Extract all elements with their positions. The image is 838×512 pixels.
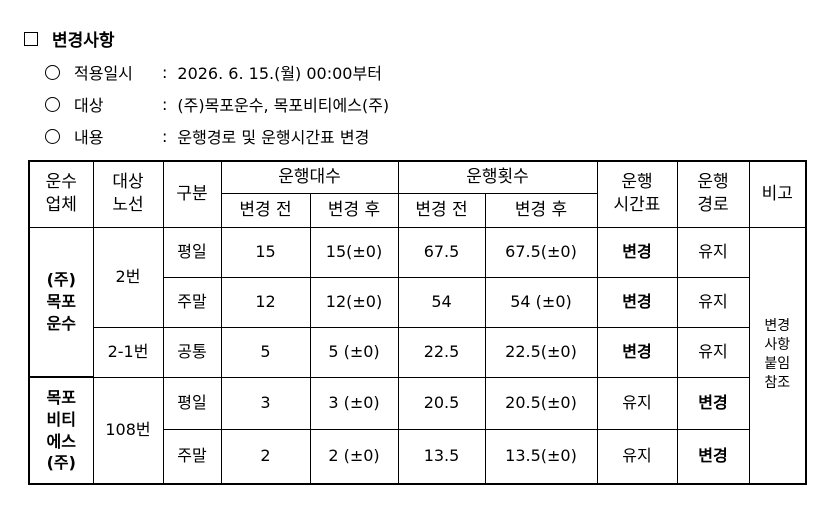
cell: 20.5(±0) [484,376,598,430]
cell: 15 [220,226,311,278]
item-value: (주)목포운수, 목포비티에스(주) [177,96,390,115]
subheader-cell: 변경 후 [309,192,399,228]
cell: 2 (±0) [309,428,399,485]
cell: 54 (±0) [484,276,598,328]
type-cell: 평일 [162,376,222,430]
company-cell: 목포 비티 에스 (주) [28,376,94,485]
title-text: 변경사항 [52,31,115,51]
cell: 5 [220,326,311,378]
cell: 22.5 [397,326,486,378]
item-label: 내용 [74,128,104,147]
cell: 유지 [676,326,750,378]
note-cell: 변경 사항 붙임 참조 [748,226,807,485]
cell: 변경 [596,276,678,328]
circle-bullet [45,96,60,112]
type-cell: 주말 [162,428,222,485]
item-value: 2026. 6. 15.(월) 00:00부터 [177,64,382,83]
item-label: 대상 [74,96,104,115]
header-cell: 비고 [748,160,807,228]
cell: 3 (±0) [309,376,399,430]
cell: 67.5(±0) [484,226,598,278]
type-cell: 공통 [162,326,222,378]
cell: 2 [220,428,311,485]
header-cell: 운행대수 [220,160,399,194]
subheader-cell: 변경 전 [220,192,311,228]
company-cell: (주) 목포 운수 [28,226,94,378]
header-cell: 운행 경로 [676,160,750,228]
cell: 유지 [676,276,750,328]
header-cell: 운수 업체 [28,160,94,228]
section-title: 변경사항 [24,26,115,51]
change-table: 운수 업체 대상 노선 구분 운행대수 운행횟수 운행 시간표 운행 경로 비고… [28,160,807,485]
cell: 변경 [676,376,750,430]
cell: 유지 [596,376,678,430]
item: 내용: 운행경로 및 운행시간표 변경 [45,124,369,148]
cell: 유지 [596,428,678,485]
cell: 15(±0) [309,226,399,278]
type-cell: 주말 [162,276,222,328]
item-separator: : [162,62,168,82]
cell: 20.5 [397,376,486,430]
circle-bullet [45,128,60,144]
route-cell: 2-1번 [92,326,164,378]
circle-bullet [45,64,60,80]
item: 대상: (주)목포운수, 목포비티에스(주) [45,92,389,116]
cell: 변경 [596,326,678,378]
cell: 13.5(±0) [484,428,598,485]
cell: 유지 [676,226,750,278]
subheader-cell: 변경 전 [397,192,486,228]
cell: 12(±0) [309,276,399,328]
header-cell: 구분 [162,160,222,228]
square-bullet [24,31,38,46]
route-cell: 2번 [92,226,164,328]
route-cell: 108번 [92,376,164,485]
type-cell: 평일 [162,226,222,278]
cell: 67.5 [397,226,486,278]
cell: 3 [220,376,311,430]
cell: 5 (±0) [309,326,399,378]
header-cell: 운행횟수 [397,160,598,194]
header-cell: 운행 시간표 [596,160,678,228]
subheader-cell: 변경 후 [484,192,598,228]
cell: 변경 [596,226,678,278]
header-cell: 대상 노선 [92,160,164,228]
item-label: 적용일시 [74,64,133,83]
cell: 54 [397,276,486,328]
item-value: 운행경로 및 운행시간표 변경 [177,128,370,147]
item-separator: : [162,126,168,146]
cell: 변경 [676,428,750,485]
item-separator: : [162,94,168,114]
cell: 13.5 [397,428,486,485]
cell: 22.5(±0) [484,326,598,378]
item: 적용일시:2026. 6. 15.(월) 00:00부터 [45,60,382,84]
cell: 12 [220,276,311,328]
